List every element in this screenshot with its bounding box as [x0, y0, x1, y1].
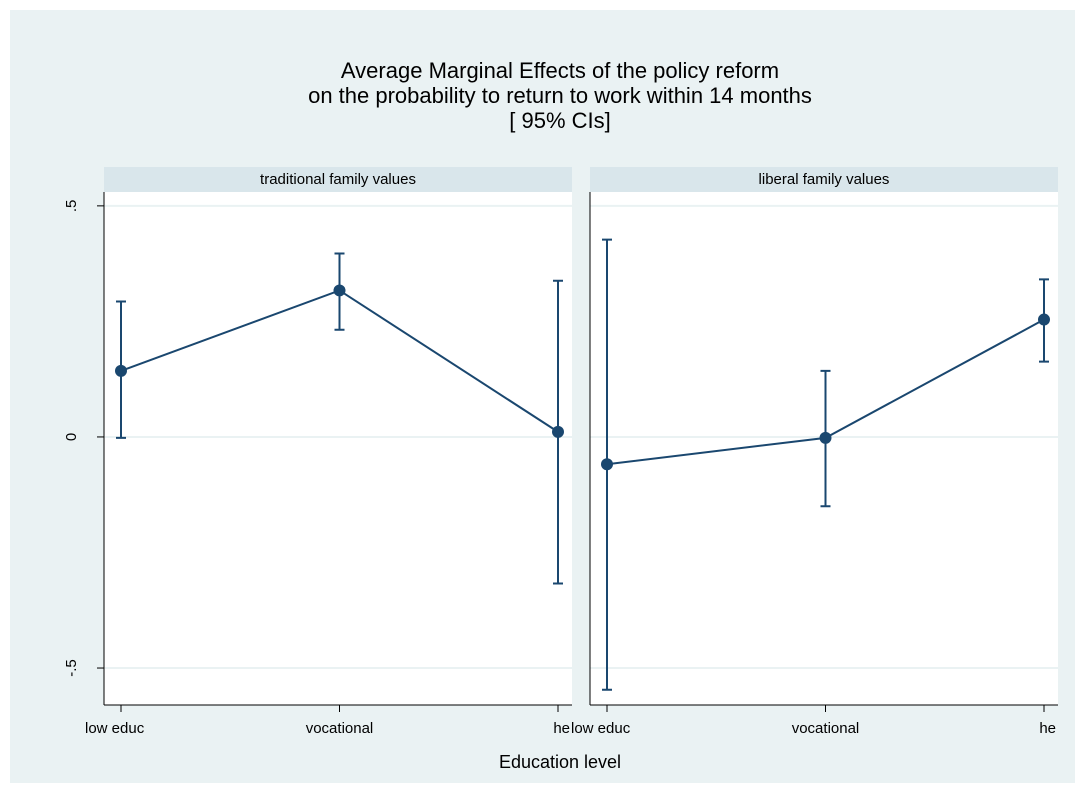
y-tick-label: 0 — [63, 433, 80, 441]
panel-label: traditional family values — [260, 171, 416, 188]
y-tick-label: .5 — [63, 200, 80, 213]
x-tick-label: low educ — [571, 720, 631, 737]
plot-area — [590, 192, 1058, 705]
point — [601, 458, 613, 471]
plot-area — [104, 192, 572, 705]
point — [333, 284, 346, 297]
chart-title: on the probability to return to work wit… — [308, 83, 812, 108]
point — [819, 431, 832, 444]
point — [1038, 313, 1050, 326]
strip — [104, 167, 572, 192]
strip — [590, 167, 1058, 192]
chart-title: Average Marginal Effects of the policy r… — [341, 58, 779, 83]
x-tick-label: low educ — [85, 720, 145, 737]
chart-title: [ 95% CIs] — [509, 108, 610, 133]
x-tick-label: he — [553, 720, 570, 737]
y-tick-label: -.5 — [63, 659, 80, 677]
x-axis-label: Education level — [499, 752, 621, 772]
panel-label: liberal family values — [759, 171, 890, 188]
x-tick-label: vocational — [792, 720, 860, 737]
x-tick-label: he — [1039, 720, 1056, 737]
point — [552, 425, 564, 438]
x-tick-label: vocational — [306, 720, 374, 737]
point — [115, 364, 127, 377]
